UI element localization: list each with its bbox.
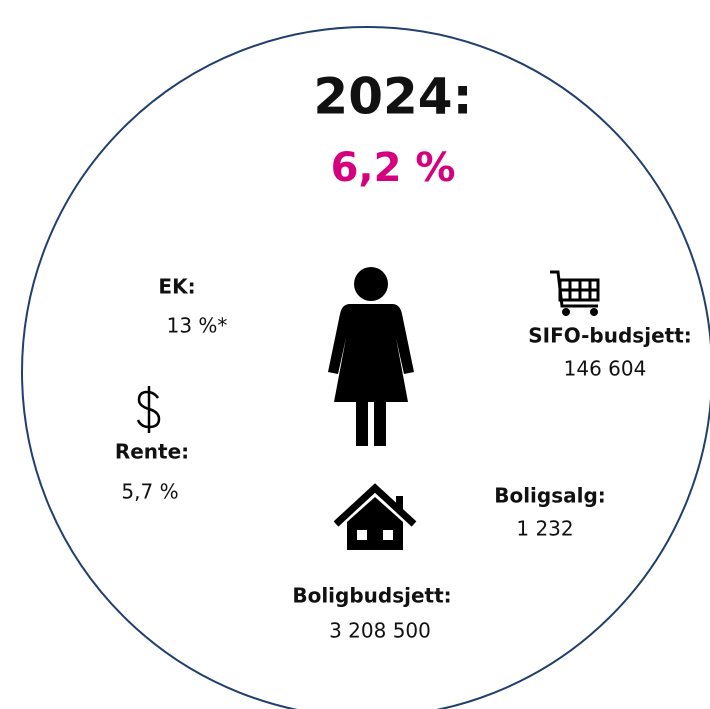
item-value: 1 232 — [516, 517, 573, 541]
frame-circle — [21, 26, 710, 709]
item-value: 13 %* — [167, 314, 228, 338]
item-value: 3 208 500 — [329, 619, 431, 643]
item-value: 146 604 — [564, 357, 647, 381]
item-label: Boligbudsjett: — [292, 584, 451, 608]
cart-icon — [550, 270, 600, 316]
dollar-icon — [136, 386, 161, 433]
headline-value: 6,2 % — [331, 145, 456, 191]
house-icon — [333, 483, 417, 550]
woman-icon — [328, 267, 414, 446]
item-value: 5,7 % — [121, 480, 178, 504]
title: 2024: — [313, 68, 472, 126]
item-label: Boligsalg: — [494, 484, 606, 508]
item-label: SIFO-budsjett: — [528, 324, 692, 348]
item-label: EK: — [158, 275, 195, 299]
item-label: Rente: — [115, 440, 189, 464]
